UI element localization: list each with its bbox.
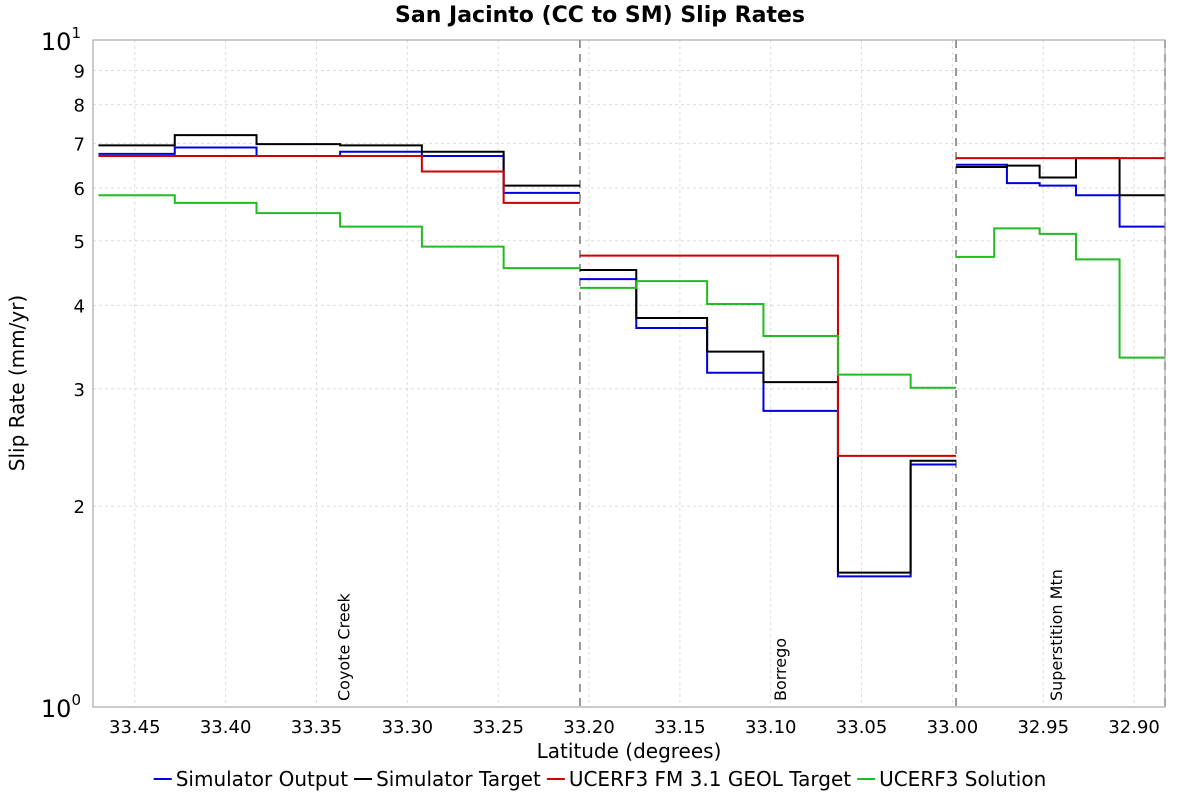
y-tick-label: 8 (74, 96, 85, 117)
y-tick-label: 4 (74, 296, 85, 317)
legend-label: Simulator Output (176, 767, 349, 791)
plot-frame (92, 39, 1166, 708)
y-axis-ticks: 100 2 3 4 5 6 7 8 9 101 (41, 24, 85, 723)
x-tick-label: 32.95 (1017, 717, 1069, 738)
series-line (579, 280, 957, 389)
y-axis-label: Slip Rate (mm/yr) (5, 295, 29, 471)
x-tick-label: 33.15 (654, 717, 706, 738)
y-tick-label: 7 (74, 134, 85, 155)
series-line (579, 278, 957, 578)
section-separators (579, 40, 1166, 707)
section-label: Superstition Mtn (1047, 569, 1066, 701)
x-tick-label: 33.20 (563, 717, 615, 738)
x-tick-label: 33.40 (200, 717, 252, 738)
chart-title: San Jacinto (CC to SM) Slip Rates (395, 3, 805, 28)
x-tick-label: 33.45 (109, 717, 161, 738)
series-line (98, 155, 580, 204)
y-tick-label: 2 (74, 497, 85, 518)
series-line (956, 227, 1165, 359)
legend-label: UCERF3 FM 3.1 GEOL Target (569, 767, 851, 791)
y-tick-label: 9 (74, 62, 85, 83)
x-tick-label: 33.05 (836, 717, 888, 738)
series-line (98, 194, 580, 270)
series-line (956, 163, 1165, 228)
y-tick-label: 100 (41, 691, 81, 723)
legend: Simulator Output Simulator Target UCERF3 F… (153, 767, 1046, 791)
y-tick-label: 101 (41, 24, 81, 56)
x-tick-label: 33.00 (927, 717, 979, 738)
series-line (579, 269, 957, 574)
y-tick-label: 6 (74, 179, 85, 200)
legend-label: Simulator Target (376, 767, 541, 791)
x-tick-label: 33.10 (745, 717, 797, 738)
series-line (956, 157, 1165, 197)
section-label: Borrego (771, 638, 790, 701)
legend-label: UCERF3 Solution (879, 767, 1046, 791)
series-line (98, 134, 580, 187)
x-tick-label: 32.90 (1108, 717, 1160, 738)
x-tick-label: 33.25 (472, 717, 524, 738)
x-tick-label: 33.35 (291, 717, 343, 738)
x-axis-ticks: 33.45 33.40 33.35 33.30 33.25 33.20 33.15 33.10… (109, 717, 1160, 738)
x-axis-label: Latitude (degrees) (537, 739, 722, 763)
grid (93, 39, 1165, 708)
section-label: Coyote Creek (335, 592, 354, 701)
series-lines (98, 134, 1165, 578)
y-tick-label: 5 (74, 232, 85, 253)
y-tick-label: 3 (74, 380, 85, 401)
x-tick-label: 33.30 (382, 717, 434, 738)
section-labels: Coyote Creek Borrego Superstition Mtn (335, 569, 1066, 701)
